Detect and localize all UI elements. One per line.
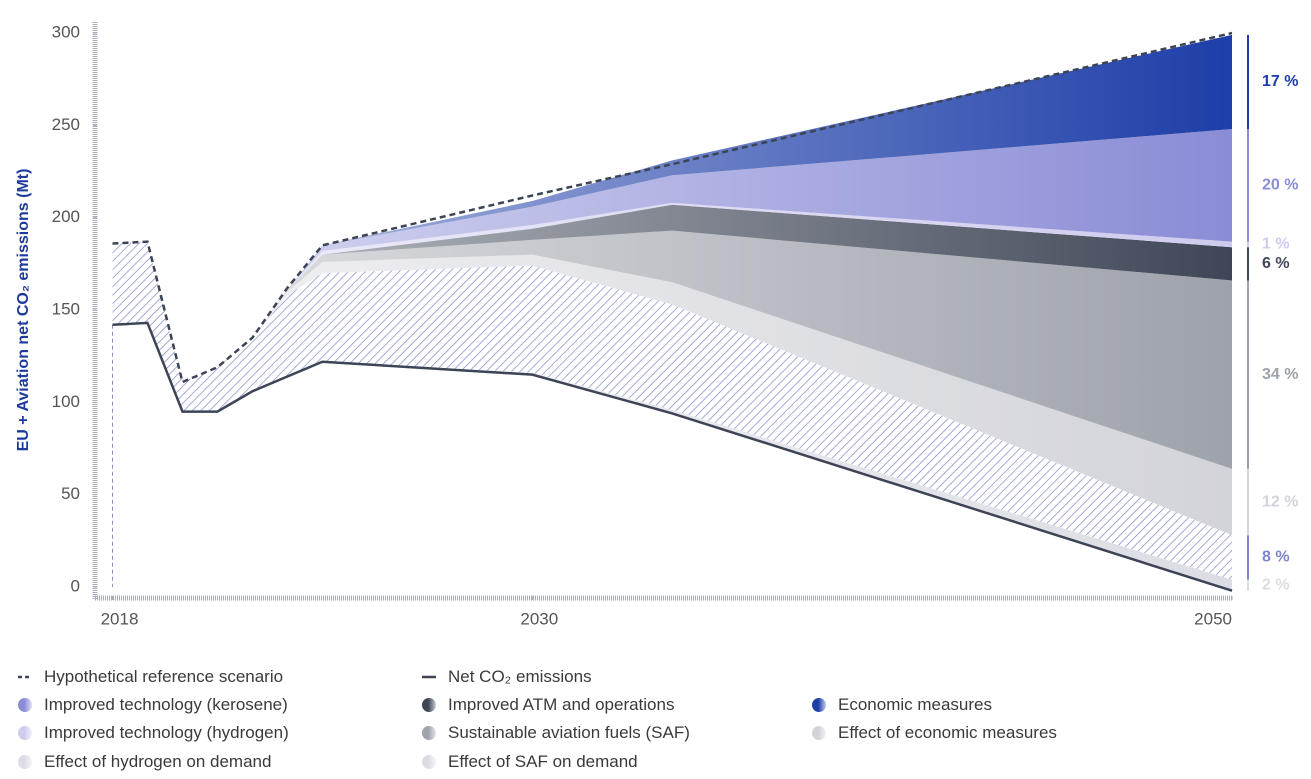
share-label: 12 %: [1262, 493, 1298, 510]
legend-label: Economic measures: [838, 695, 993, 714]
y-tick-label: 300: [52, 22, 80, 41]
share-label: 17 %: [1262, 73, 1298, 90]
legend-icon: [422, 748, 438, 776]
share-label: 1 %: [1262, 236, 1290, 253]
end-bar: [1247, 535, 1249, 580]
legend-label: Improved technology (kerosene): [44, 695, 288, 714]
end-bar: [1247, 579, 1249, 591]
y-tick-label: 250: [52, 115, 80, 134]
legend-item: Improved ATM and operations: [422, 691, 802, 719]
share-label: 34 %: [1262, 366, 1298, 383]
share-label: 6 %: [1262, 255, 1290, 272]
area: [112, 204, 1232, 383]
end-bar: [1247, 280, 1249, 469]
y-tick-label: 100: [52, 392, 80, 411]
end-bar: [1247, 468, 1249, 536]
legend-label: Effect of SAF on demand: [448, 752, 638, 771]
y-tick-label: 0: [71, 576, 80, 595]
y-axis-label: EU + Aviation net CO₂ emissions (Mt): [15, 169, 32, 452]
legend-item: Effect of economic measures: [812, 719, 1102, 747]
legend-icon: [422, 719, 438, 747]
x-tick-label: 2030: [520, 609, 558, 628]
line: [112, 321, 1233, 592]
legend-item: Effect of hydrogen on demand: [18, 748, 398, 776]
chart: EU + Aviation net CO₂ emissions (Mt) 0 50…: [15, 22, 1298, 628]
legend-label: Net CO₂ emissions: [448, 667, 592, 686]
legend-label: Hypothetical reference scenario: [44, 667, 284, 686]
area: [112, 34, 1232, 383]
legend-icon: [812, 719, 828, 747]
line: [112, 31, 1233, 384]
x-tick-label: 2050: [1194, 609, 1232, 628]
legend-item: Improved technology (hydrogen): [18, 719, 398, 747]
x-tick-label: 2018: [101, 609, 139, 628]
legend-label: Improved technology (hydrogen): [44, 723, 289, 742]
legend-icon: [422, 663, 438, 691]
end-bar: [1247, 34, 1249, 130]
legend-icon: [422, 691, 438, 719]
legend-item: Sustainable aviation fuels (SAF): [422, 719, 802, 747]
area: [112, 241, 1232, 536]
end-bar: [1247, 247, 1249, 281]
end-bar: [1247, 129, 1249, 242]
legend-label: Sustainable aviation fuels (SAF): [448, 723, 690, 742]
legend-icon: [18, 719, 34, 747]
legend-label: Effect of hydrogen on demand: [44, 752, 272, 771]
legend-icon: [18, 748, 34, 776]
y-tick-label: 200: [52, 207, 80, 226]
area: [112, 241, 1232, 580]
y-tick-label: 150: [52, 299, 80, 318]
legend-label: Improved ATM and operations: [448, 695, 675, 714]
legend-item: Hypothetical reference scenario: [18, 663, 398, 691]
area: [112, 230, 1232, 469]
legend-icon: [18, 691, 34, 719]
share-label: 2 %: [1262, 576, 1290, 593]
share-label: 8 %: [1262, 549, 1290, 566]
legend-label: Effect of economic measures: [838, 723, 1057, 742]
legend-item: Effect of SAF on demand: [422, 748, 802, 776]
legend-icon: [18, 663, 34, 691]
legend-item: Improved technology (kerosene): [18, 691, 398, 719]
end-bar: [1247, 241, 1249, 248]
legend-icon: [812, 691, 828, 719]
legend-item: Net CO₂ emissions: [422, 663, 802, 691]
area: [112, 129, 1232, 383]
share-label: 20 %: [1262, 177, 1298, 194]
y-tick-label: 50: [61, 484, 80, 503]
legend-item: Economic measures: [812, 691, 1102, 719]
